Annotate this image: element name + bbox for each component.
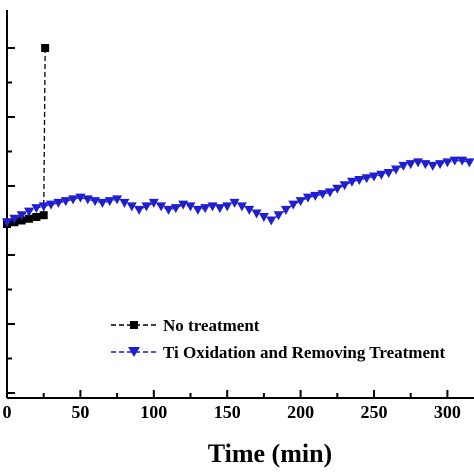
data-point [163, 205, 174, 215]
data-point [134, 205, 145, 215]
data-point [273, 211, 284, 221]
data-point [361, 174, 372, 184]
x-tick-label: 0 [3, 402, 12, 422]
data-point [25, 214, 34, 223]
data-point [339, 181, 350, 191]
data-point [82, 195, 93, 205]
legend-label-no-treatment: No treatment [163, 316, 260, 335]
data-point [354, 176, 365, 185]
data-point [2, 218, 12, 228]
legend-item-ti-oxidation: Ti Oxidation and Removing Treatment [111, 343, 445, 362]
x-tick-label: 150 [214, 402, 241, 422]
data-point [398, 161, 409, 171]
data-point [435, 160, 446, 170]
data-point [229, 198, 240, 208]
data-point [207, 202, 218, 212]
data-point [90, 197, 101, 207]
x-tick-label: 200 [287, 402, 314, 422]
data-point [214, 204, 225, 214]
data-point [53, 198, 64, 208]
data-point [420, 160, 431, 170]
data-point [31, 204, 42, 214]
data-point [192, 205, 203, 215]
series-no-treatment [3, 44, 50, 228]
data-point [141, 202, 152, 212]
data-point [302, 193, 313, 203]
data-point [449, 156, 460, 166]
data-point [156, 202, 167, 212]
data-point [38, 202, 49, 212]
data-point [126, 202, 137, 212]
data-point [457, 156, 468, 166]
data-point [413, 158, 424, 168]
data-point [32, 212, 41, 221]
data-point [17, 216, 26, 225]
legend-label-ti-oxidation: Ti Oxidation and Removing Treatment [163, 343, 445, 362]
series-line [6, 47, 46, 225]
data-point [280, 205, 291, 215]
data-point [288, 200, 299, 210]
x-tick-label: 250 [361, 402, 388, 422]
data-point [346, 177, 357, 187]
data-point [68, 195, 79, 205]
data-point [251, 209, 262, 219]
data-point [317, 190, 328, 200]
data-point [39, 211, 48, 220]
data-point [442, 158, 453, 168]
x-tick-label: 100 [140, 402, 167, 422]
data-point [258, 212, 269, 222]
series-layer [2, 44, 474, 228]
data-point [369, 172, 379, 182]
data-point [112, 195, 123, 205]
data-point [405, 160, 416, 170]
data-point [148, 198, 159, 208]
data-point [60, 197, 71, 207]
x-tick-label: 300 [434, 402, 461, 422]
data-point [310, 191, 321, 201]
data-point [332, 184, 343, 194]
x-axis-title: Time (min) [208, 439, 332, 468]
data-point [266, 216, 277, 226]
legend-marker-no-treatment [130, 321, 138, 329]
data-point [97, 198, 108, 208]
data-point [16, 211, 27, 221]
data-point [104, 197, 115, 207]
legend-item-no-treatment: No treatment [111, 316, 260, 335]
data-point [427, 161, 438, 171]
data-point [464, 158, 474, 168]
data-point [119, 198, 130, 208]
data-point [324, 188, 335, 198]
legend: No treatment Ti Oxidation and Removing T… [111, 316, 445, 362]
data-point [295, 197, 306, 207]
data-point [9, 214, 20, 224]
data-point [185, 202, 196, 212]
data-point [391, 165, 402, 175]
data-point [178, 200, 189, 210]
series-line [6, 159, 470, 223]
data-point [244, 205, 255, 215]
x-tick-label: 50 [71, 402, 89, 422]
data-point [75, 193, 86, 203]
legend-marker-ti-oxidation [128, 347, 140, 357]
plot-area [6, 10, 474, 399]
data-point [24, 207, 35, 217]
data-point [383, 168, 394, 178]
data-point [376, 170, 387, 180]
data-point [222, 202, 233, 212]
data-point [236, 202, 247, 212]
x-tick-labels: 0 50 100 150 200 250 300 [3, 402, 461, 422]
x-ticks [6, 390, 449, 398]
data-point [46, 200, 57, 210]
data-point [200, 204, 211, 214]
data-point [170, 204, 181, 214]
y-ticks [7, 47, 15, 394]
data-point [41, 44, 50, 52]
series-ti-oxidation [2, 156, 474, 228]
